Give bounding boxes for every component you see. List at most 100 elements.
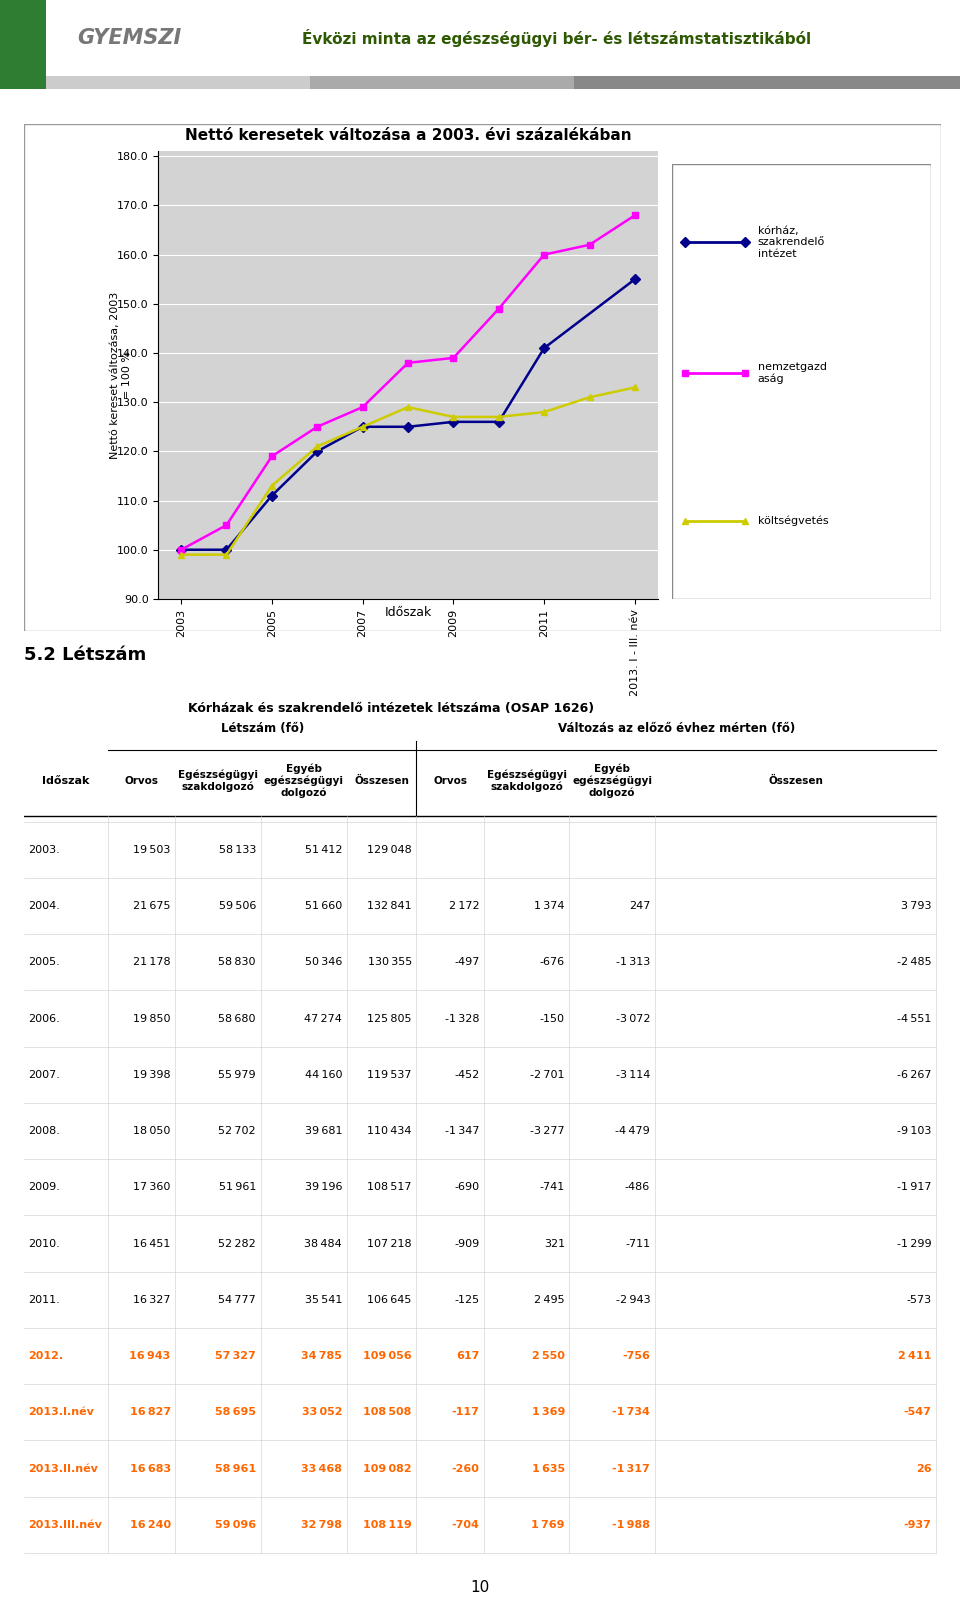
Text: 16 327: 16 327 (133, 1294, 171, 1304)
Text: -260: -260 (452, 1463, 480, 1473)
Text: 44 160: 44 160 (304, 1071, 342, 1080)
Text: -4 479: -4 479 (615, 1125, 650, 1137)
Text: 17 360: 17 360 (133, 1182, 171, 1193)
Text: -3 072: -3 072 (615, 1014, 650, 1024)
Text: 52 282: 52 282 (218, 1238, 256, 1249)
Text: 50 346: 50 346 (304, 958, 342, 968)
Text: Orvos: Orvos (125, 776, 158, 786)
Text: 108 119: 108 119 (363, 1520, 412, 1530)
Text: 2005.: 2005. (29, 958, 60, 968)
Text: 2013.II.név: 2013.II.név (29, 1463, 99, 1473)
Text: 47 274: 47 274 (304, 1014, 342, 1024)
Text: -486: -486 (625, 1182, 650, 1193)
Text: 59 096: 59 096 (215, 1520, 256, 1530)
Text: -2 485: -2 485 (897, 958, 931, 968)
Text: 2013.I.név: 2013.I.név (29, 1407, 94, 1417)
Text: -1 299: -1 299 (897, 1238, 931, 1249)
Text: Időszak: Időszak (42, 776, 90, 786)
Text: -1 988: -1 988 (612, 1520, 650, 1530)
Text: 132 841: 132 841 (367, 902, 412, 911)
Text: 16 240: 16 240 (130, 1520, 171, 1530)
Text: 2 495: 2 495 (535, 1294, 564, 1304)
Text: 125 805: 125 805 (368, 1014, 412, 1024)
Text: -1 317: -1 317 (612, 1463, 650, 1473)
Text: -573: -573 (906, 1294, 931, 1304)
Text: 247: 247 (629, 902, 650, 911)
Text: 51 412: 51 412 (304, 845, 342, 855)
Text: Egészségügyi
szakdolgozó: Egészségügyi szakdolgozó (487, 770, 566, 792)
Text: 58 830: 58 830 (219, 958, 256, 968)
Text: -1 347: -1 347 (445, 1125, 480, 1137)
Text: -1 734: -1 734 (612, 1407, 650, 1417)
Text: Nettó kereset változása, 2003
= 100 %: Nettó kereset változása, 2003 = 100 % (110, 291, 132, 459)
Text: 51 660: 51 660 (305, 902, 342, 911)
Bar (310, 76, 574, 89)
Text: -547: -547 (903, 1407, 931, 1417)
Text: 321: 321 (543, 1238, 564, 1249)
Text: 106 645: 106 645 (368, 1294, 412, 1304)
Text: 16 683: 16 683 (130, 1463, 171, 1473)
Text: 119 537: 119 537 (368, 1071, 412, 1080)
Text: 1 635: 1 635 (532, 1463, 564, 1473)
Text: 35 541: 35 541 (304, 1294, 342, 1304)
Text: 16 451: 16 451 (133, 1238, 171, 1249)
Text: 21 178: 21 178 (133, 958, 171, 968)
Text: 38 484: 38 484 (304, 1238, 342, 1249)
Bar (574, 76, 960, 89)
Text: Összesen: Összesen (354, 776, 409, 786)
Text: 2011.: 2011. (29, 1294, 60, 1304)
Text: Időszak: Időszak (384, 607, 432, 620)
Text: -1 313: -1 313 (616, 958, 650, 968)
Text: Évközi minta az egészségügyi bér- és létszámstatisztikából: Évközi minta az egészségügyi bér- és lét… (302, 29, 811, 47)
Bar (0, 0, 46, 76)
Text: 2004.: 2004. (29, 902, 60, 911)
Text: 59 506: 59 506 (219, 902, 256, 911)
Text: Kórházak és szakrendelő intézetek létszáma (OSAP 1626): Kórházak és szakrendelő intézetek létszá… (187, 702, 594, 715)
Text: 2009.: 2009. (29, 1182, 60, 1193)
Text: Összesen: Összesen (768, 776, 823, 786)
Text: 109 056: 109 056 (363, 1351, 412, 1360)
Text: -756: -756 (622, 1351, 650, 1360)
Text: 5.2 Létszám: 5.2 Létszám (24, 646, 146, 665)
Text: -125: -125 (454, 1294, 480, 1304)
Text: 19 398: 19 398 (133, 1071, 171, 1080)
Text: nemzetgazd
aság: nemzetgazd aság (757, 362, 827, 383)
Text: 2 550: 2 550 (532, 1351, 564, 1360)
Text: Egyéb
egészségügyi
dolgozó: Egyéb egészségügyi dolgozó (572, 763, 652, 799)
Text: 1 374: 1 374 (535, 902, 564, 911)
Text: -2 943: -2 943 (615, 1294, 650, 1304)
Text: 51 961: 51 961 (219, 1182, 256, 1193)
Text: 21 675: 21 675 (133, 902, 171, 911)
Text: -909: -909 (454, 1238, 480, 1249)
Text: 2 172: 2 172 (449, 902, 480, 911)
Text: 108 517: 108 517 (368, 1182, 412, 1193)
Text: 2006.: 2006. (29, 1014, 60, 1024)
Text: 54 777: 54 777 (218, 1294, 256, 1304)
Text: -6 267: -6 267 (898, 1071, 931, 1080)
Text: 52 702: 52 702 (218, 1125, 256, 1137)
Text: -676: -676 (540, 958, 564, 968)
Text: 130 355: 130 355 (368, 958, 412, 968)
Text: 2010.: 2010. (29, 1238, 60, 1249)
Text: 55 979: 55 979 (218, 1071, 256, 1080)
Text: Egyéb
egészségügyi
dolgozó: Egyéb egészségügyi dolgozó (264, 763, 344, 799)
Text: Orvos: Orvos (433, 776, 468, 786)
Text: GYEMSZI: GYEMSZI (78, 27, 181, 48)
Text: 39 196: 39 196 (304, 1182, 342, 1193)
Text: -690: -690 (454, 1182, 480, 1193)
Text: Változás az előző évhez mérten (fő): Változás az előző évhez mérten (fő) (558, 721, 795, 734)
Text: 34 785: 34 785 (301, 1351, 342, 1360)
Title: Nettó keresetek változása a 2003. évi százalékában: Nettó keresetek változása a 2003. évi sz… (184, 129, 632, 143)
Text: -4 551: -4 551 (898, 1014, 931, 1024)
Text: 33 052: 33 052 (301, 1407, 342, 1417)
Text: 2013.III.név: 2013.III.név (29, 1520, 103, 1530)
Text: 39 681: 39 681 (304, 1125, 342, 1137)
Text: -3 277: -3 277 (530, 1125, 564, 1137)
Text: 16 943: 16 943 (130, 1351, 171, 1360)
Text: kórház,
szakrendelő
intézet: kórház, szakrendelő intézet (757, 225, 825, 259)
Text: Egészségügyi
szakdolgozó: Egészségügyi szakdolgozó (178, 770, 258, 792)
Text: 19 850: 19 850 (133, 1014, 171, 1024)
Text: 10: 10 (470, 1579, 490, 1596)
Text: 16 827: 16 827 (130, 1407, 171, 1417)
Text: -711: -711 (625, 1238, 650, 1249)
